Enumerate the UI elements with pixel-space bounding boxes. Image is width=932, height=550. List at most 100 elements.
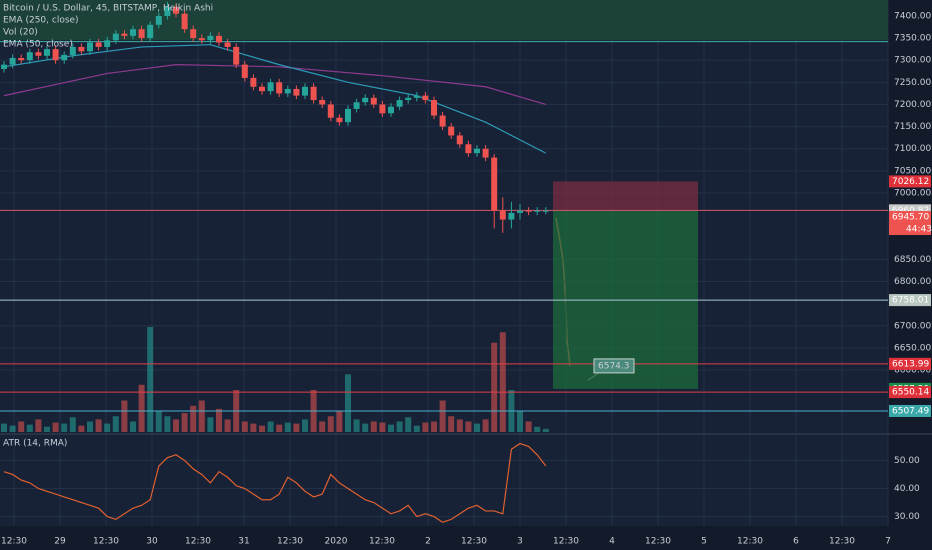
volume-bar [474, 423, 480, 432]
candle-body [422, 95, 429, 101]
candle-body [52, 49, 59, 61]
candle-body [439, 115, 446, 127]
volume-bar [138, 384, 145, 432]
x-tick-label: 3 [517, 537, 523, 547]
x-tick-label: 31 [238, 537, 249, 547]
volume-bar [181, 413, 188, 432]
candle-body [198, 38, 205, 41]
candle-body [413, 95, 420, 98]
price-tag [889, 404, 931, 417]
price-tag-label: 6758.01 [892, 296, 929, 306]
price-tag [889, 211, 931, 224]
x-tick-label: 12:30 [461, 537, 487, 547]
candle-body [173, 7, 179, 14]
candle-body [431, 100, 437, 116]
candle-body [336, 117, 343, 123]
candle-body [78, 46, 85, 52]
volume-bar [422, 422, 429, 432]
callout-label: 6574.3 [598, 361, 630, 371]
volume-bar [190, 405, 197, 432]
volume-bar [465, 421, 472, 432]
volume-bar [267, 421, 274, 432]
volume-bar [61, 423, 68, 432]
volume-bar [1, 423, 7, 432]
volume-bar [241, 421, 248, 432]
candle-body [508, 212, 515, 220]
volume-bar [345, 374, 351, 432]
volume-bar [164, 416, 171, 432]
price-tag [889, 357, 931, 370]
candle-body [26, 52, 33, 61]
volume-bar [198, 400, 205, 432]
volume-bar [542, 428, 549, 432]
x-tick-label: 12:30 [185, 537, 211, 547]
candle-body [241, 64, 248, 78]
volume-bar [439, 400, 446, 432]
candle-body [474, 148, 480, 154]
candle-body [121, 33, 128, 36]
candle-body [1, 64, 7, 70]
legend-entry: EMA (250, close) [3, 16, 79, 26]
countdown-tag [889, 223, 931, 236]
volume-bar [370, 421, 377, 432]
volume-bar [534, 426, 541, 432]
y-tick-label: 6700.00 [894, 321, 931, 331]
y-tick-label: 30.00 [894, 512, 920, 522]
candle-body [276, 82, 283, 94]
price-tag-label: 6613.99 [892, 359, 929, 369]
volume-bar [9, 425, 16, 432]
candle-body [319, 100, 326, 105]
y-tick-label: 50.00 [894, 456, 920, 466]
x-tick-label: 4 [609, 537, 615, 547]
volume-bar [276, 424, 283, 432]
candle-body [534, 210, 541, 212]
candle-body [345, 108, 351, 123]
volume-bar [52, 422, 59, 432]
x-tick-label: 12:30 [277, 537, 303, 547]
legend-entry: Vol (20) [3, 28, 38, 38]
x-tick-label: 12:30 [553, 537, 579, 547]
volume-bar [491, 342, 498, 432]
ema-line [3, 64, 546, 106]
volume-bar [95, 419, 102, 432]
callout-box [593, 358, 635, 374]
candle-body [250, 77, 257, 87]
x-tick-label: 12:30 [369, 537, 395, 547]
volume-bar [327, 416, 334, 432]
x-tick-label: 2020 [325, 537, 348, 547]
candle-body [44, 49, 50, 56]
price-tag [889, 175, 931, 188]
stop-zone [553, 181, 698, 211]
volume-bar [44, 426, 50, 432]
volume-bar [482, 419, 489, 432]
volume-bar [388, 424, 394, 432]
volume-bar [121, 400, 128, 432]
candle-body [353, 102, 360, 109]
candle-body [9, 57, 16, 65]
candle-body [164, 7, 171, 16]
overlay: Bitcoin / U.S. Dollar, 45, BITSTAMP, Hei… [3, 4, 213, 449]
price-tag-label: 6945.70 [892, 213, 929, 223]
candle-body [87, 42, 93, 52]
candle-body [396, 100, 403, 107]
candle-body [525, 210, 532, 212]
chart-title: Bitcoin / U.S. Dollar, 45, BITSTAMP, Hei… [3, 4, 213, 14]
volume-bar [353, 419, 360, 432]
candle-body [284, 88, 291, 94]
ema-line [3, 44, 547, 154]
price-tag-label: 7026.12 [892, 177, 929, 187]
price-tag-label: 6960.82 [892, 206, 929, 216]
candle-body [465, 144, 472, 154]
volume-bar [26, 424, 33, 432]
candle-body [216, 35, 222, 43]
volume-bar [78, 425, 85, 432]
candle-body [499, 210, 506, 220]
price-tag [889, 386, 931, 399]
volume-bar [302, 419, 308, 432]
volume-bar [396, 421, 403, 432]
candle-body [233, 46, 240, 65]
candle-body [456, 135, 463, 145]
legend-entry: EMA (50, close) [3, 40, 73, 50]
x-tick-label: 12:30 [645, 537, 671, 547]
x-tick-label: 12:30 [829, 537, 855, 547]
